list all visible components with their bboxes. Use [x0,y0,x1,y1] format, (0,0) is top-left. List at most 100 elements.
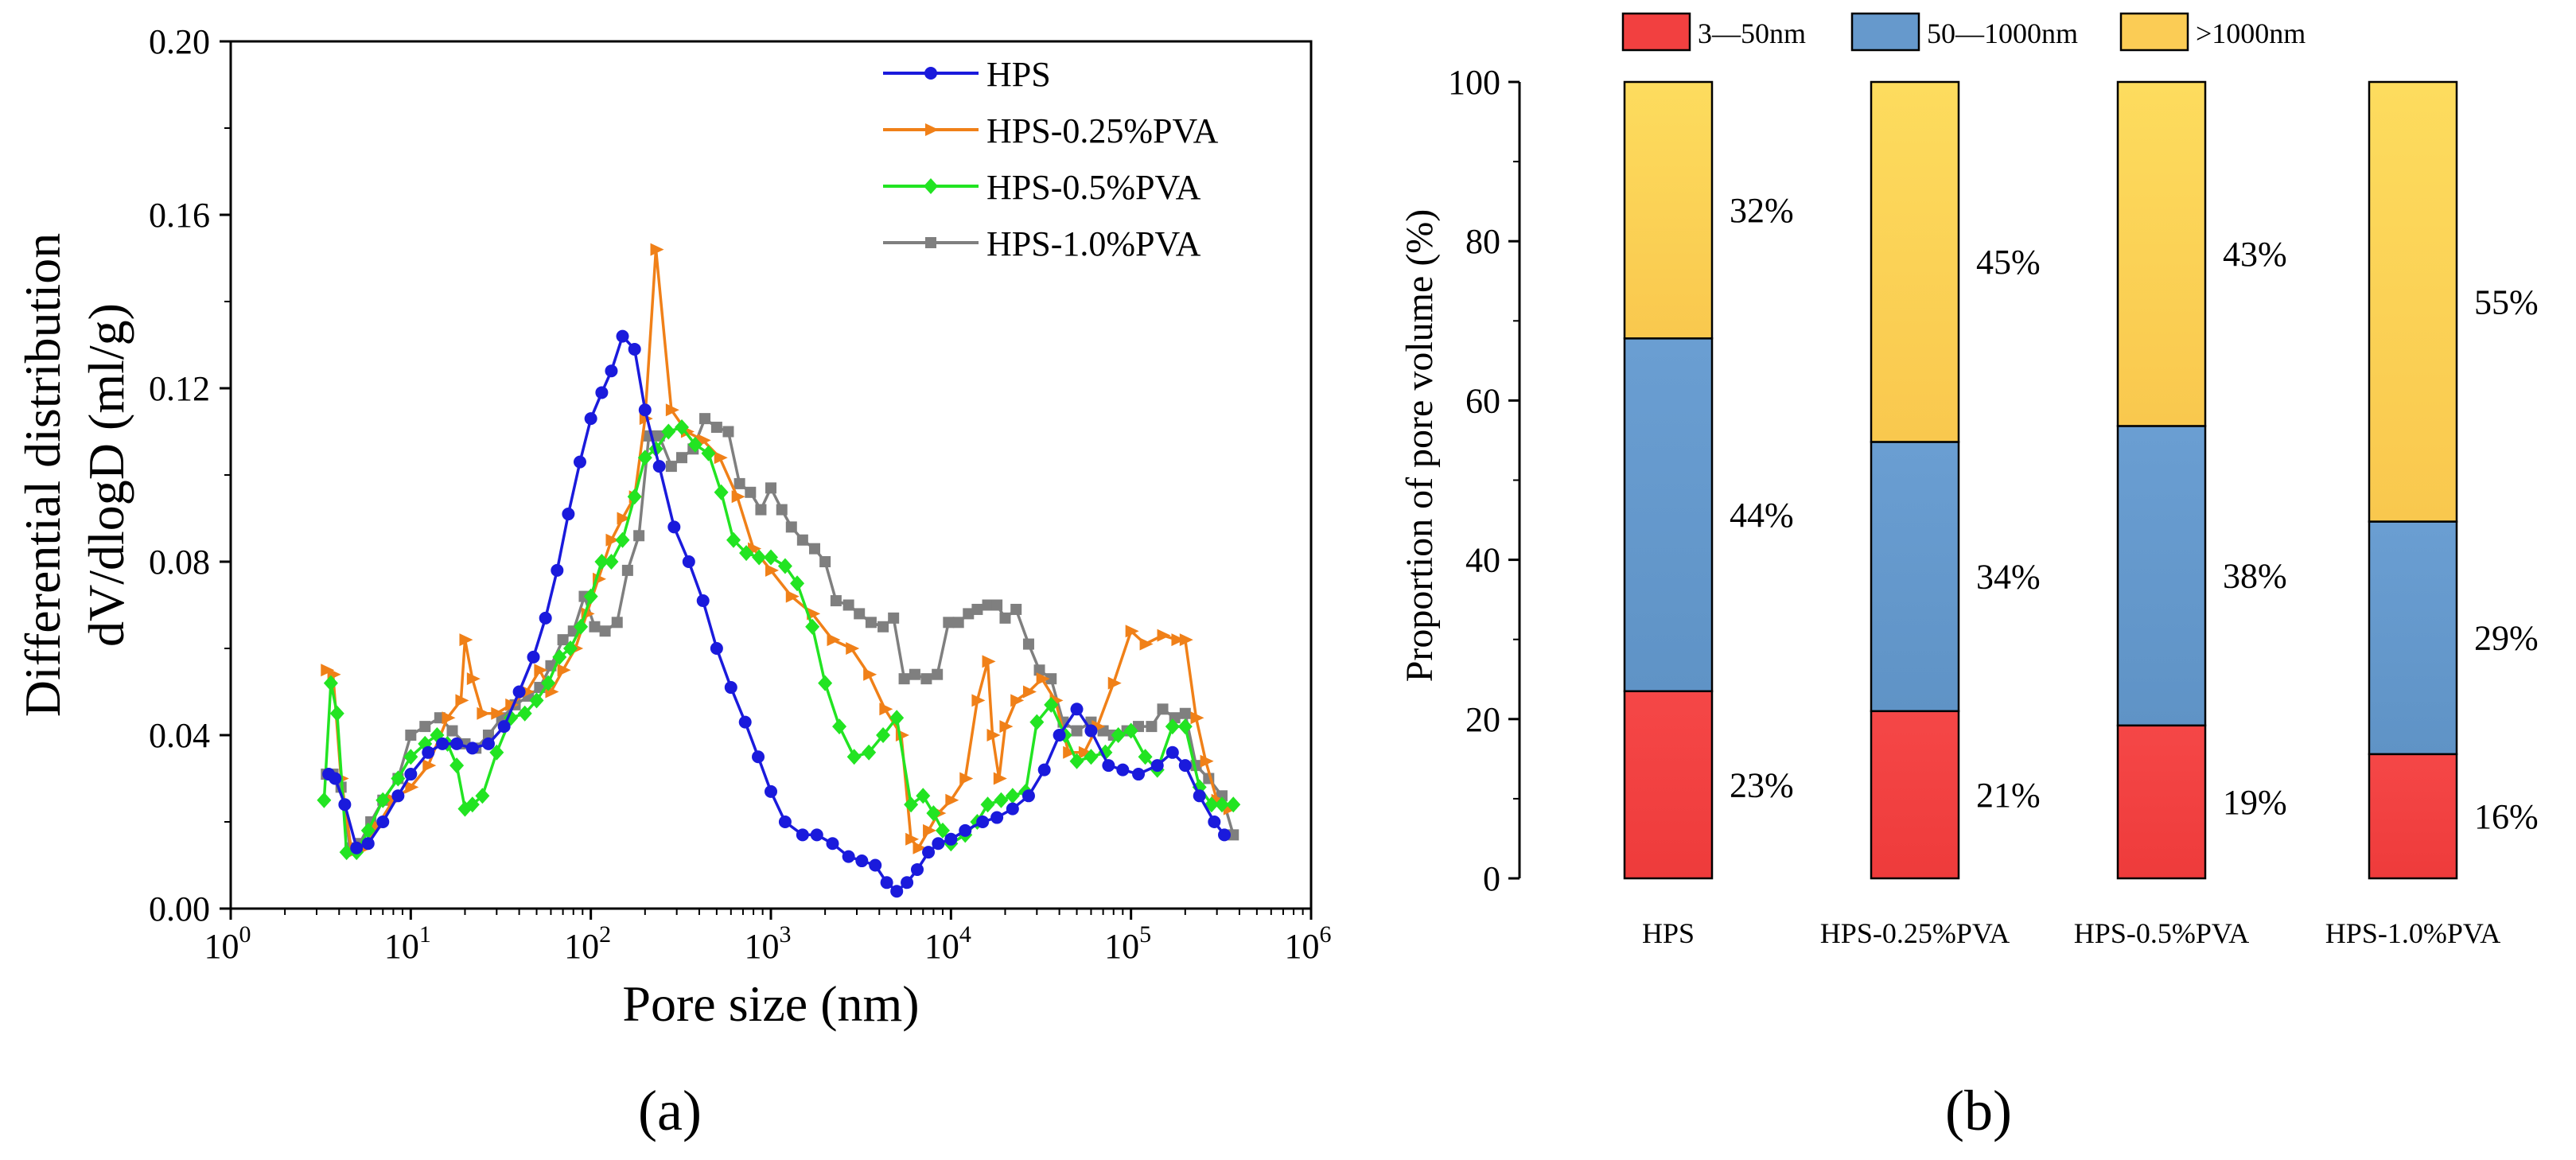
data-point-hps [391,789,405,803]
data-point-hps [724,681,737,695]
data-point-hps [1150,759,1164,773]
data-point-hps-1-0-pva [991,599,1003,611]
data-point-hps [361,837,375,851]
pore-size-distribution-chart: 100 101 102 103 104 105 106 0.00 0.04 0.08 0.12 0.1… [14,22,1332,1142]
data-point-hps-0-25-pva [1139,637,1154,651]
data-point-hps-0-5-pva [552,648,567,665]
data-point-hps [765,784,777,798]
data-point-hps-0-5-pva [615,531,630,548]
data-point-hps-0-25-pva [971,694,986,707]
data-point-hps-0-5-pva [980,796,995,813]
data-point-hps-1-0-pva [765,482,776,494]
chart-a-ylabel-line2: dV/dlogD (ml/g) [78,303,134,647]
data-point-hps-0-25-pva [731,490,745,504]
data-point-hps [628,342,641,356]
data-point-hps-0-5-pva [360,822,376,839]
data-point-hps-0-5-pva [627,489,642,505]
data-point-hps [1208,816,1221,828]
data-point-hps-0-5-pva [1165,718,1180,735]
data-point-hps-0-25-pva [1010,694,1025,707]
chart-b-category-label: HPS-0.25%PVA [1820,917,2010,949]
bar-segment-3-50nm [2368,753,2458,880]
data-point-hps-0-5-pva [726,531,741,548]
data-point-hps-1-0-pva [796,534,808,546]
data-point-hps-0-5-pva [904,796,919,813]
data-point-hps [338,798,352,812]
data-point-hps-1-0-pva [920,673,932,685]
data-point-hps [1021,789,1035,803]
data-point-hps-1-0-pva [1179,707,1191,719]
bar-segment-50-1000nm [1870,441,1960,713]
data-point-hps-1-0-pva [952,617,964,629]
data-point-hps-0-5-pva [687,436,702,453]
bar-segment-1000nm [2368,80,2458,523]
data-point-hps-1-0-pva [865,617,877,629]
data-point-hps-0-5-pva [339,844,354,861]
legend-item-50-1000nm: 50—1000nm [1850,12,2078,52]
data-point-hps-0-5-pva [818,675,833,691]
data-point-hps-1-0-pva [755,504,767,516]
data-point-hps-0-5-pva [862,744,877,761]
data-point-hps [826,837,839,851]
stacked-bar-hps: 23% 44% 32% HPS [1623,80,1794,949]
data-point-hps-0-5-pva [1029,714,1045,730]
bar-percent-label: 29% [2474,619,2539,658]
data-point-hps-1-0-pva [819,556,831,567]
bar-segment-50-1000nm [1623,337,1714,693]
data-point-hps-0-25-pva [879,703,893,716]
chart-a-y-tick-label: 0.08 [149,543,210,582]
data-point-hps-1-0-pva [665,461,677,473]
data-point-hps-0-5-pva [790,575,805,592]
chart-b-bars-layer: 23% 44% 32% HPS 21% 34% 45% HPS-0.25%PVA 19% 38% 4… [1623,80,2539,949]
data-point-hps-0-5-pva [1005,788,1020,804]
legend-label-1000nm: >1000nm [2196,18,2306,49]
data-point-hps [512,685,526,699]
chart-a-y-tick-label: 0.12 [149,369,210,408]
legend-item-hps-1-0-pva: HPS-1.0%PVA [883,224,1201,263]
data-point-hps-0-5-pva [391,770,406,787]
data-point-hps-0-25-pva [1078,745,1092,759]
legend-marker-hps-1-0-pva [925,237,936,248]
data-point-hps-0-25-pva [1171,633,1185,647]
data-point-hps-0-25-pva [459,633,473,647]
data-point-hps [562,508,575,521]
chart-a-x-tick-label: 101 [384,921,431,966]
chart-a-legend: HPS HPS-0.25%PVA HPS-0.5%PVA HPS-1.0%PVA [883,55,1219,263]
data-point-hps-0-25-pva [1107,676,1122,690]
data-point-hps-1-0-pva [1010,603,1022,615]
data-point-hps-1-0-pva [1157,703,1169,715]
bar-percent-label: 55% [2474,282,2539,321]
chart-a-ylabel: Differential distribution dV/dlogD (ml/g… [14,233,134,717]
data-point-hps-0-5-pva [1123,722,1138,739]
data-point-hps [638,403,652,417]
legend-item-3-50nm: 3—50nm [1621,12,1806,52]
data-point-hps-0-5-pva [926,805,941,822]
data-point-hps-0-5-pva [541,675,556,691]
data-point-hps [922,846,936,859]
chart-b-y-tick-label: 60 [1465,381,1500,420]
legend-swatch-3-50nm [1621,12,1691,52]
data-point-hps-0-5-pva [1214,796,1229,813]
legend-label-50-1000nm: 50—1000nm [1927,18,2078,49]
data-point-hps-1-0-pva [932,668,944,680]
data-point-hps-0-25-pva [1022,685,1037,699]
chart-a-x-tick-label: 104 [924,921,971,966]
data-point-hps-0-25-pva [650,243,664,256]
bar-segment-50-1000nm [2368,520,2458,756]
data-point-hps-0-25-pva [455,694,469,707]
data-point-hps-0-5-pva [489,744,504,761]
legend-item-hps: HPS [883,55,1051,94]
data-point-hps-0-5-pva [661,423,676,440]
data-point-hps-0-25-pva [422,759,437,773]
data-point-hps [1070,703,1084,716]
series-hps-0-5-pva [317,419,1241,861]
bar-segment-1000nm [1623,80,1714,340]
data-point-hps-1-0-pva [1071,725,1083,737]
data-point-hps-1-0-pva [943,617,955,629]
data-point-hps-1-0-pva [1228,829,1239,841]
bar-segment-3-50nm [1870,710,1960,880]
chart-a-x-tick-label: 102 [564,921,611,966]
data-point-hps [465,742,479,755]
chart-a-x-tick-label: 106 [1285,921,1332,966]
data-point-hps [481,737,495,750]
